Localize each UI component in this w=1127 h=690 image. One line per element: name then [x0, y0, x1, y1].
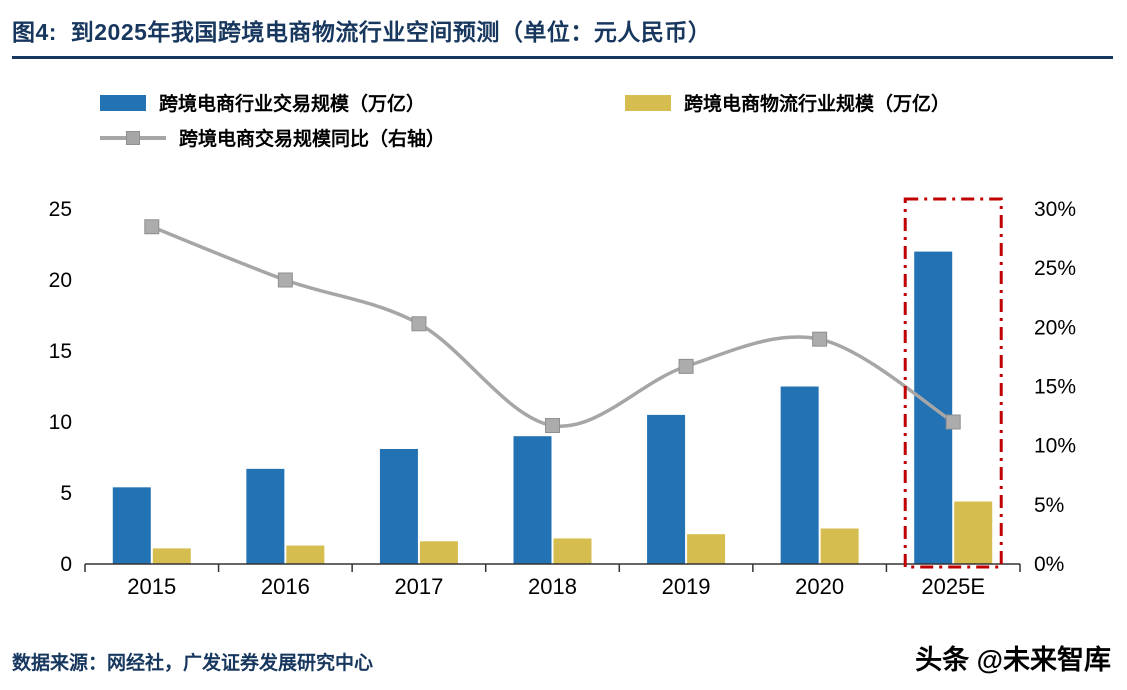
yellow-bar-2019: [687, 534, 726, 564]
yoy-line: [151, 225, 955, 428]
forecast-highlight-box: [903, 197, 1003, 569]
blue-bar-2020: [780, 386, 819, 564]
left-axis-label-5: 5: [60, 482, 72, 505]
x-axis-label-2018: 2018: [528, 574, 577, 599]
title-rule: [12, 56, 1113, 59]
blue-bar-2019: [647, 414, 686, 564]
gray-square-marker-icon: [126, 130, 140, 145]
left-axis-label-0: 0: [60, 553, 72, 576]
line-marker-2019: [678, 358, 694, 374]
right-axis-label-25: 25%: [1034, 257, 1076, 280]
legend: 跨境电商行业交易规模（万亿） 跨境电商物流行业规模（万亿） 跨境电商交易规模同比…: [100, 85, 1127, 155]
x-axis-label-2016: 2016: [261, 574, 310, 599]
left-axis-label-15: 15: [49, 340, 72, 363]
x-axis-label-2020: 2020: [795, 574, 844, 599]
legend-row: 跨境电商交易规模同比（右轴）: [100, 120, 1127, 155]
x-axis-label-2019: 2019: [662, 574, 711, 599]
x-axis-label-2017: 2017: [394, 574, 443, 599]
yellow-bar-2018: [553, 538, 592, 564]
gray-line-marker-swatch: [100, 130, 166, 145]
line-marker-2015: [144, 219, 160, 235]
right-axis-label-15: 15%: [1034, 376, 1076, 399]
yellow-bar-2017: [419, 541, 458, 564]
left-axis-label-10: 10: [49, 411, 72, 434]
data-source-text: 数据来源：网经社，广发证券发展研究中心: [12, 653, 374, 674]
legend-item-yoy-growth: 跨境电商交易规模同比（右轴）: [100, 124, 445, 151]
line-marker-2016: [277, 272, 293, 288]
watermark-text: 头条 @未来智库: [915, 645, 1111, 675]
page-title: 图4: 到2025年我国跨境电商物流行业空间预测（单位：元人民币）: [12, 19, 712, 45]
line-marker-2018: [545, 418, 560, 434]
yellow-bar-2020: [820, 528, 859, 564]
legend-row: 跨境电商行业交易规模（万亿） 跨境电商物流行业规模（万亿）: [100, 85, 1127, 120]
right-axis-label-10: 10%: [1034, 435, 1076, 458]
left-axis-label-20: 20: [49, 269, 72, 292]
right-axis-label-30: 30%: [1034, 198, 1076, 221]
blue-bar-2015: [112, 487, 151, 564]
combo-chart: 2015 2016 2017 2018 2019 2020 2025E 0 5 10 15 20 25 0…: [49, 197, 1076, 599]
chart-area: 2015 2016 2017 2018 2019 2020 2025E 0 5 10 15 20 25 0…: [0, 157, 1127, 622]
legend-item-logistics-scale: 跨境电商物流行业规模（万亿）: [625, 89, 950, 116]
line-marker-2020: [812, 331, 828, 347]
right-axis-label-5: 5%: [1034, 494, 1064, 517]
legend-label-logistics-scale: 跨境电商物流行业规模（万亿）: [684, 94, 951, 115]
line-marker-2025E: [945, 414, 961, 430]
legend-label-yoy-growth: 跨境电商交易规模同比（右轴）: [179, 129, 446, 150]
footer: 数据来源：网经社，广发证券发展研究中心 头条 @未来智库: [0, 638, 1127, 677]
line-marker-2017: [411, 316, 427, 332]
header: 图4: 到2025年我国跨境电商物流行业空间预测（单位：元人民币）: [0, 0, 1127, 59]
right-axis-label-0: 0%: [1034, 553, 1064, 576]
blue-bar-2016: [246, 468, 285, 564]
blue-bar-2018: [513, 436, 552, 564]
blue-bar-2017: [379, 448, 418, 564]
right-axis-label-20: 20%: [1034, 316, 1076, 339]
yellow-bar-2015: [152, 548, 191, 564]
legend-label-transaction-scale: 跨境电商行业交易规模（万亿）: [159, 94, 426, 115]
x-axis-label-2025E: 2025E: [921, 574, 985, 599]
legend-item-transaction-scale: 跨境电商行业交易规模（万亿）: [100, 89, 625, 116]
yellow-bar-swatch: [625, 94, 671, 111]
yellow-bar-2016: [286, 545, 325, 564]
blue-bar-swatch: [100, 94, 146, 111]
x-axis-label-2015: 2015: [127, 574, 176, 599]
yellow-bar-2025E: [954, 501, 993, 564]
left-axis-label-25: 25: [49, 198, 72, 221]
